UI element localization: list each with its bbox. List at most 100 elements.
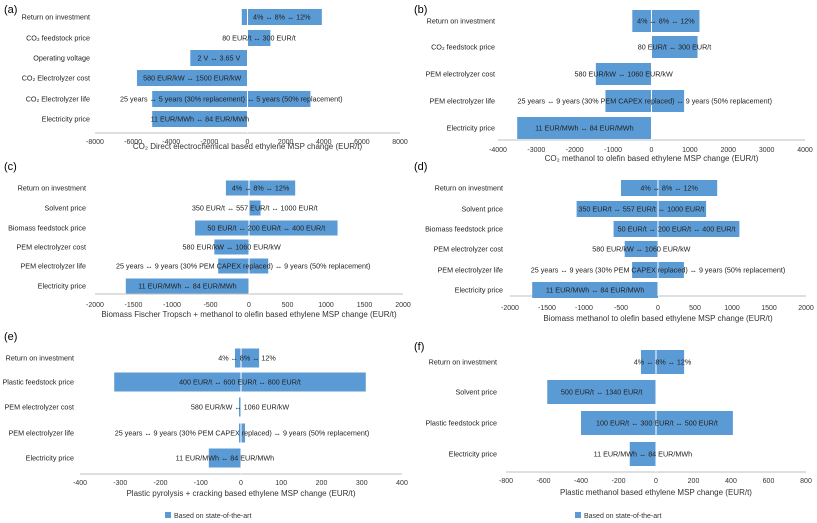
x-axis-title: Biomass methanol to olefin based ethylen… [543,314,773,323]
bar [225,180,296,196]
x-tick-label: 1500 [357,302,373,309]
x-tick-label: 400 [396,480,408,487]
x-tick-label: -4000 [162,139,180,146]
bar [613,221,740,237]
x-tick-label: 8000 [392,139,408,146]
x-tick-label: 2000 [798,305,814,312]
bar-label: 11 EUR/MWh ↔ 84 EUR/MWh [594,450,693,459]
bar [214,239,249,255]
chart-panel-3: (c) -2000 -1500 -1000 -500 0 500 1000 1500 2000 Re… [4,161,411,319]
category-label: Solvent price [44,204,86,213]
x-tick-label: 0 [656,305,660,312]
panel-label: (c) [4,161,17,173]
bar-label: 11 EUR/MWh ↔ 84 EUR/MWh [138,282,237,291]
bar-label: 11 EUR/MWh ↔ 84 EUR/MWh [176,454,275,463]
bar [621,180,718,196]
x-tick-label: 1000 [682,147,698,154]
bar [238,397,241,417]
bar [238,423,246,443]
category-label: Electricity price [449,450,497,459]
category-label: PEM electrolyzer cost [17,243,87,252]
x-tick-label: -600 [536,478,550,485]
bar [195,220,338,236]
x-tick-label: 3000 [759,147,775,154]
bar [152,91,311,107]
panel-label: (e) [4,331,17,343]
bar-label: 50 EUR/t ↔ 200 EUR/t ↔ 400 EUR/t [207,224,325,233]
bar [595,63,652,85]
category-label: PEM electrolyzer cost [426,70,496,79]
bar-label: 580 EUR/kW ↔ 1060 EUR/kW [191,403,289,412]
x-tick-label: 2000 [278,139,294,146]
x-tick-label: 0 [239,480,243,487]
x-tick-label: -1000 [163,302,181,309]
x-tick-label: 4000 [316,139,332,146]
x-tick-label: 1000 [724,305,740,312]
bar-label: 500 EUR/t ↔ 1340 EUR/t [561,388,643,397]
bar [114,372,366,392]
bar [624,241,658,257]
category-label: Plastic feedstock price [2,378,74,387]
bar-label: 4% ↔ 8% ↔ 12% [218,354,276,363]
bar-label: 4% ↔ 8% ↔ 12% [232,184,290,193]
bar [605,90,685,112]
x-tick-label: 500 [689,305,701,312]
x-tick-label: 100 [275,480,287,487]
category-label: Plastic feedstock price [425,419,497,428]
bar [641,350,685,374]
x-tick-label: 4000 [797,147,813,154]
category-label: CO₂ Electrolyzer life [26,95,90,104]
x-tick-label: -2000 [566,147,584,154]
bar-label: 350 EUR/t ↔ 557 EUR/t ↔ 1000 EUR/t [192,204,318,213]
bar [249,200,261,216]
chart-panel-2: (b) -4000 -3000 -2000 -1000 0 1000 2000 3000 4000… [414,4,813,163]
category-label: Operating voltage [33,54,90,63]
bar [532,282,658,298]
category-label: Return on investment [6,354,74,363]
category-label: PEM electrolyzer life [8,429,74,438]
bar [190,50,248,66]
bar [629,442,656,466]
bar-label: 2 V ↔ 3.65 V [198,54,241,63]
bar [247,30,271,46]
x-tick-label: -2000 [86,302,104,309]
category-label: Solvent price [455,388,497,397]
x-axis-title: CO₂ Direct electrochemical based ethylen… [133,142,363,151]
x-tick-label: 0 [654,478,658,485]
bar-label: 4% ↔ 8% ↔ 12% [634,358,692,367]
x-tick-label: 2000 [720,147,736,154]
x-tick-label: -300 [113,480,127,487]
bar-label: 11 EUR/MWh ↔ 84 EUR/MWh [151,115,250,124]
category-label: CO₂ Electrolyzer cost [22,74,90,83]
x-tick-label: 300 [356,480,368,487]
bar-label: 580 EUR/kW ↔ 1060 EUR/kW [592,245,690,254]
bar-label: 25 years ↔ 9 years (30% PEM CAPEX replac… [116,262,370,271]
category-label: Biomass feedstock price [8,224,86,233]
x-tick-label: -800 [499,478,513,485]
category-label: PEM electrolyzer cost [434,245,504,254]
bar [152,111,248,127]
x-tick-label: -1500 [538,305,556,312]
x-tick-label: -100 [194,480,208,487]
chart-panel-1: (a) -8000 -6000 -4000 -2000 0 2000 4000 6000 8000… [4,4,408,151]
category-label: Electricity price [42,115,90,124]
bar-label: 25 years ↔ 9 years (30% PEM CAPEX replac… [531,266,785,275]
chart-panel-5: (e) -400 -300 -200 -100 0 100 200 300 400 Return o… [2,331,407,520]
x-tick-label: -2000 [200,139,218,146]
panel-label: (a) [4,4,17,16]
category-label: PEM electrolyzer life [437,266,503,275]
legend-label: Based on state-of-the-art [584,513,661,520]
category-label: Return on investment [427,17,495,26]
bar-label: 11 EUR/MWh ↔ 84 EUR/MWh [535,124,634,133]
x-tick-label: -400 [73,480,87,487]
bar-label: 350 EUR/t ↔ 557 EUR/t ↔ 1000 EUR/t [578,205,704,214]
x-tick-label: -8000 [86,139,104,146]
category-label: Return on investment [18,184,86,193]
x-tick-label: 0 [246,139,250,146]
bar-label: 4% ↔ 8% ↔ 12% [640,184,698,193]
x-axis-title: Plastic methanol based ethylene MSP chan… [560,488,752,497]
category-label: Electricity price [38,282,86,291]
x-tick-label: -6000 [124,139,142,146]
chart-panel-6: (f) -800 -600 -400 -200 0 200 400 600 800 Return o… [414,341,812,520]
panel-label: (d) [414,161,427,173]
